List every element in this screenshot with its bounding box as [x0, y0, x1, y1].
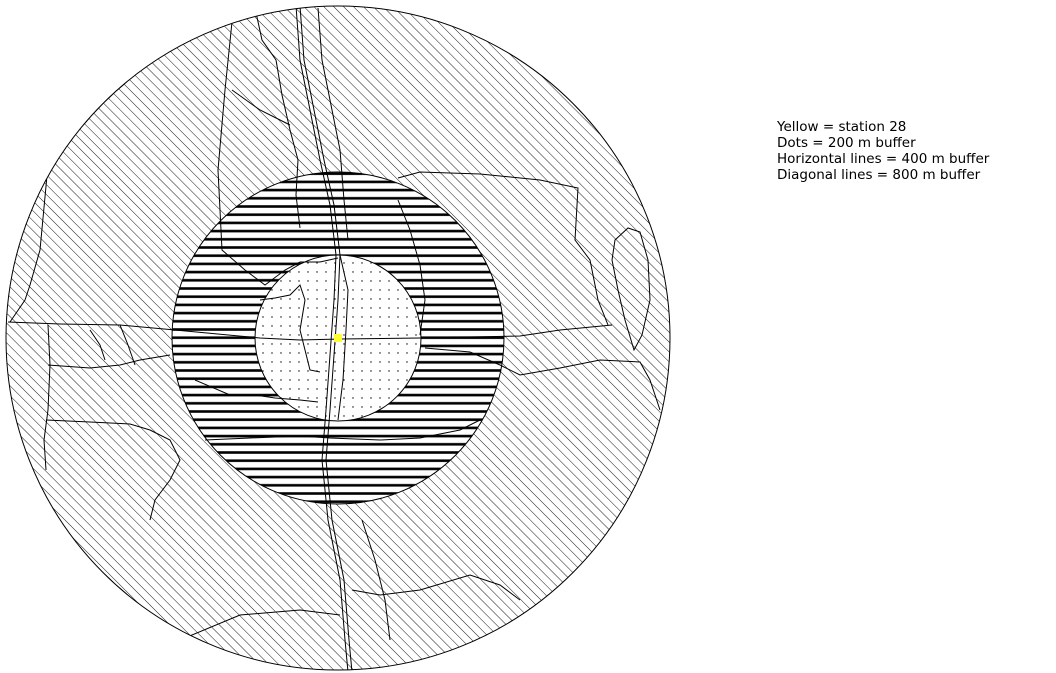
street-inner-sw — [194, 379, 319, 403]
street-west-diagonal — [89, 329, 106, 361]
street-network — [7, 6, 661, 670]
street-west-block — [47, 354, 171, 369]
street-inner-s — [204, 419, 481, 441]
street-west-inner — [119, 324, 136, 366]
legend-400m-buffer: Horizontal lines = 400 m buffer — [777, 151, 990, 167]
street-nw-curve — [9, 164, 49, 323]
street-northwest — [217, 21, 339, 286]
legend-800m-buffer: Diagonal lines = 800 m buffer — [777, 167, 981, 183]
street-south-east — [351, 574, 521, 601]
street-inner-west — [259, 284, 321, 373]
main-road-west-edge — [295, 6, 349, 670]
street-north-left — [254, 7, 301, 229]
main-road-east-edge — [299, 6, 353, 670]
street-east-block — [397, 171, 609, 326]
street-north-connector — [231, 89, 291, 126]
street-west-vertical — [43, 324, 51, 471]
legend-station: Yellow = station 28 — [777, 119, 907, 135]
map-legend: Yellow = station 28 Dots = 200 m buffer … — [777, 119, 989, 183]
street-south-west — [179, 609, 341, 641]
street-west-lower — [45, 419, 181, 521]
legend-200m-buffer: Dots = 200 m buffer — [777, 135, 916, 151]
street-east-loop — [611, 227, 651, 352]
street-north-center — [317, 7, 349, 241]
main-road-east-branch — [337, 254, 349, 421]
street-west-east — [7, 321, 613, 341]
street-east-lower — [424, 347, 661, 411]
street-east-inner — [397, 199, 426, 336]
street-south-inner — [361, 519, 391, 641]
station-28-marker[interactable] — [334, 334, 342, 342]
